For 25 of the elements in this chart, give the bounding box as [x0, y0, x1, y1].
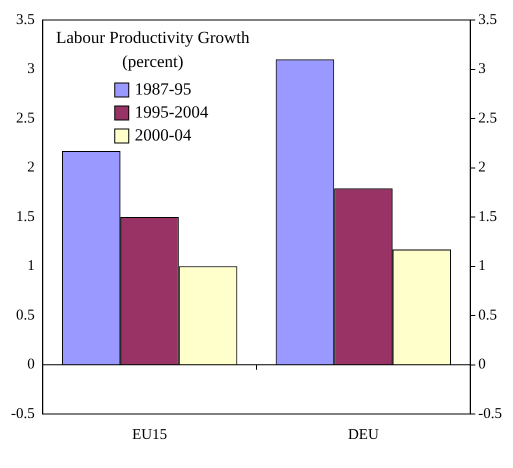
y-tick-label: 0.5: [16, 307, 35, 324]
legend-label: 1987-95: [134, 79, 192, 98]
y-tick-label: 1.5: [16, 208, 35, 225]
y2-tick-label: 2.5: [478, 110, 498, 126]
y2-tick-label: 1: [478, 258, 486, 274]
y2-tick-label: -0.5: [478, 406, 502, 422]
y-tick-label: 0: [27, 356, 35, 373]
y-tick-label: 1: [27, 258, 35, 274]
y2-tick-label: 0: [478, 356, 486, 373]
legend-label: 1995-2004: [134, 102, 209, 122]
y2-tick-label: 3.5: [478, 12, 498, 28]
y-tick-label: 2.5: [16, 110, 35, 126]
legend-label: 2000-04: [134, 125, 192, 144]
y2-tick-label: 2: [478, 160, 486, 176]
y-tick-label: -0.5: [10, 406, 35, 422]
x-tick-label: EU15: [132, 426, 168, 443]
text: (percent): [122, 52, 184, 71]
text: Labour Productivity Growth: [56, 28, 250, 47]
y2-tick-label: 0.5: [478, 307, 498, 324]
y2-tick-label: 3: [478, 61, 486, 78]
x-tick-label: DEU: [348, 426, 379, 443]
y2-tick-label: 1.5: [478, 208, 498, 225]
y-tick-label: 2: [27, 160, 35, 176]
y-tick-label: 3: [27, 61, 35, 78]
y-tick-label: 3.5: [16, 12, 35, 28]
